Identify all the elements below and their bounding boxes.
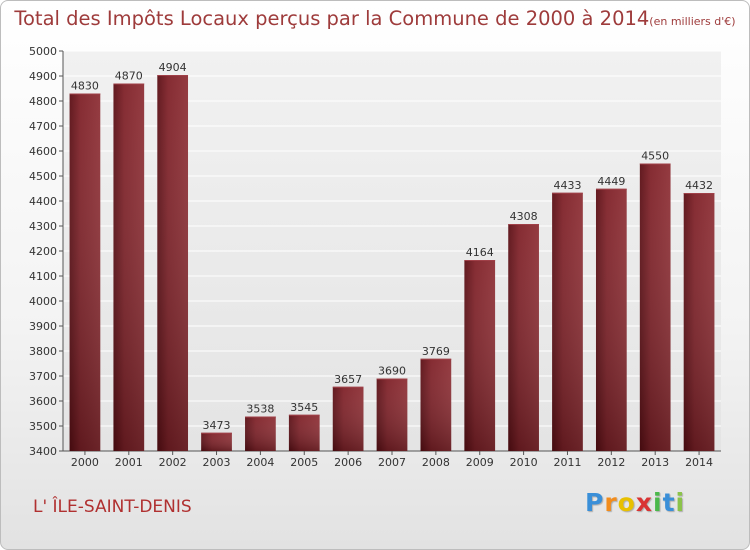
chart-title: Total des Impôts Locaux perçus par la Co…: [1, 7, 749, 30]
value-label-2004: 3538: [246, 403, 274, 416]
y-tick-label: 5000: [29, 45, 57, 58]
x-tick-label-2010: 2010: [510, 456, 538, 469]
bar-shade-2013: [639, 163, 671, 451]
x-tick-label-2003: 2003: [203, 456, 231, 469]
x-tick-label-2004: 2004: [246, 456, 274, 469]
y-tick-label: 4100: [29, 270, 57, 283]
bar-shade-2000: [69, 93, 101, 451]
commune-name: L' ÎLE-SAINT-DENIS: [33, 497, 192, 517]
logo-letter: r: [604, 488, 618, 517]
value-label-2006: 3657: [334, 373, 362, 386]
bar-shade-2003: [201, 432, 232, 451]
y-tick-label: 3600: [29, 395, 57, 408]
x-tick-label-2002: 2002: [159, 456, 187, 469]
value-label-2013: 4550: [641, 150, 669, 163]
x-tick-label-2006: 2006: [334, 456, 362, 469]
logo-letter: x: [635, 488, 653, 517]
bar-shade-2009: [464, 260, 496, 451]
bar-shade-2011: [552, 192, 583, 451]
x-tick-label-2013: 2013: [641, 456, 669, 469]
logo-letter: i: [675, 488, 686, 517]
bar-shade-2007: [376, 378, 408, 451]
chart-title-text: Total des Impôts Locaux perçus par la Co…: [14, 7, 650, 30]
y-tick-label: 4500: [29, 170, 57, 183]
y-tick-label: 4200: [29, 245, 57, 258]
logo-letter: o: [617, 488, 636, 517]
x-tick-label-2008: 2008: [422, 456, 450, 469]
y-tick-label: 4000: [29, 295, 57, 308]
y-tick-label: 3500: [29, 420, 57, 433]
value-label-2008: 3769: [422, 345, 450, 358]
bar-shade-2002: [157, 75, 189, 451]
x-tick-label-2001: 2001: [115, 456, 143, 469]
value-label-2005: 3545: [290, 401, 318, 414]
bar-shade-2001: [113, 83, 145, 451]
y-tick-label: 4600: [29, 145, 57, 158]
bar-shade-2008: [420, 358, 452, 451]
bar-shade-2010: [508, 224, 539, 451]
x-tick-label-2011: 2011: [553, 456, 581, 469]
x-tick-label-2012: 2012: [597, 456, 625, 469]
value-label-2007: 3690: [378, 365, 406, 378]
y-tick-label: 3700: [29, 370, 57, 383]
y-tick-label: 3900: [29, 320, 57, 333]
value-label-2000: 4830: [71, 80, 99, 93]
x-tick-label-2007: 2007: [378, 456, 406, 469]
proxiti-logo: Proxiti: [585, 488, 685, 517]
value-label-2002: 4904: [159, 61, 187, 74]
chart-unit-label: (en milliers d'€): [649, 15, 736, 28]
value-label-2003: 3473: [203, 419, 231, 432]
y-tick-label: 3400: [29, 445, 57, 458]
value-label-2001: 4870: [115, 70, 143, 83]
bar-shade-2004: [245, 416, 276, 451]
y-tick-label: 4400: [29, 195, 57, 208]
logo-letter: P: [585, 488, 605, 517]
y-tick-label: 4700: [29, 120, 57, 133]
logo-letter: t: [662, 488, 676, 517]
value-label-2009: 4164: [466, 246, 494, 259]
y-tick-label: 3800: [29, 345, 57, 358]
bar-shade-2014: [683, 193, 715, 451]
y-tick-label: 4800: [29, 95, 57, 108]
value-label-2014: 4432: [685, 179, 713, 192]
bar-shade-2012: [595, 188, 627, 451]
y-tick-label: 4300: [29, 220, 57, 233]
x-tick-label-2009: 2009: [466, 456, 494, 469]
bar-shade-2005: [288, 414, 320, 451]
x-tick-label-2005: 2005: [290, 456, 318, 469]
logo-letter: i: [653, 488, 663, 517]
x-tick-label-2014: 2014: [685, 456, 713, 469]
value-label-2011: 4433: [553, 179, 581, 192]
x-tick-label-2000: 2000: [71, 456, 99, 469]
value-label-2012: 4449: [597, 175, 625, 188]
y-tick-label: 4900: [29, 70, 57, 83]
value-label-2010: 4308: [510, 210, 538, 223]
bar-shade-2006: [332, 386, 364, 451]
